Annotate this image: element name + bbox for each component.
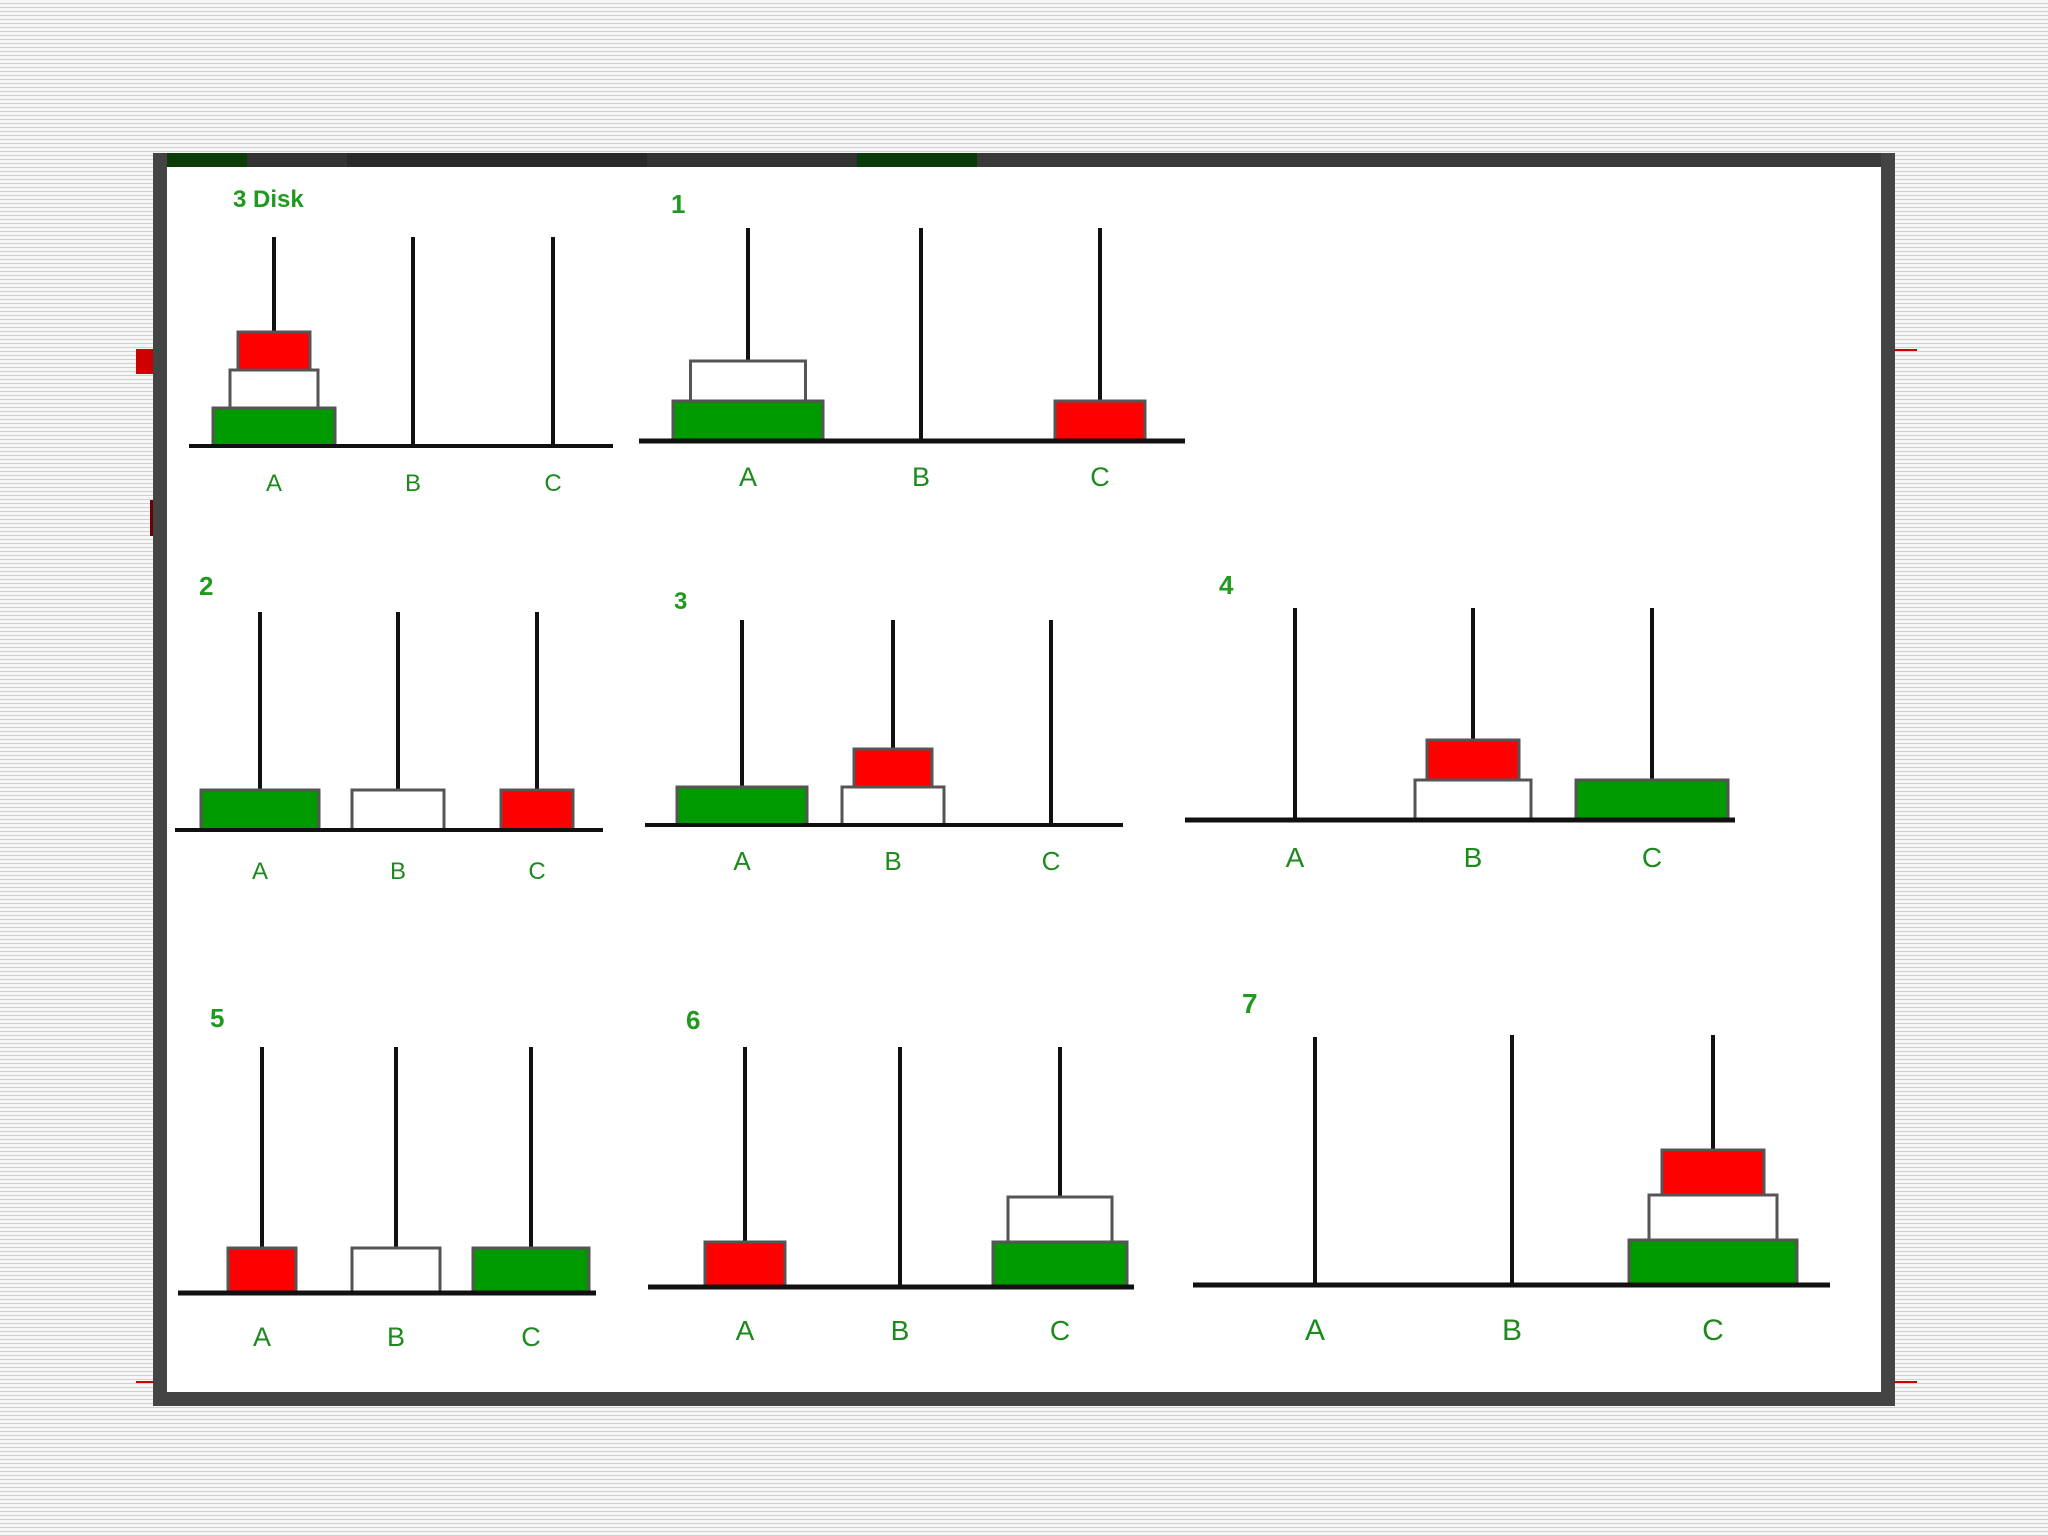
disk-small-red — [1425, 738, 1521, 782]
peg-label-c: C — [521, 1322, 541, 1352]
disk-medium-white — [1413, 778, 1533, 822]
panel-title: 6 — [686, 1005, 700, 1035]
peg-label-c: C — [528, 858, 545, 885]
diagram-frame: 3 Disk A B C 1 A B C 2 A B C 3 A B C 4 A B C 5 A B C 6 A B C 7 A B C — [153, 153, 1895, 1406]
disk-small-red — [226, 1246, 298, 1295]
disk-medium-white — [840, 785, 946, 827]
slide-accent-red-square — [136, 349, 154, 374]
slide-accent-line-bottom-left — [136, 1381, 154, 1383]
disk-medium-white — [1647, 1193, 1779, 1242]
disk-small-red — [1053, 399, 1147, 443]
disk-small-red — [703, 1240, 787, 1289]
peg-label-b: B — [387, 1322, 405, 1352]
slide-accent-line-bottom-right — [1893, 1381, 1917, 1383]
disk-medium-white — [1006, 1195, 1114, 1244]
panel-title: 3 Disk — [233, 186, 304, 213]
panel-title: 5 — [210, 1003, 224, 1033]
peg-label-b: B — [891, 1315, 910, 1346]
disk-large-green — [675, 785, 809, 827]
disk-large-green — [199, 788, 321, 832]
disk-small-red — [852, 747, 934, 789]
disk-small-red — [1660, 1148, 1766, 1197]
disk-large-green — [471, 1246, 591, 1295]
peg-label-b: B — [405, 470, 421, 497]
frame-top-bar — [167, 153, 1881, 167]
peg-label-c: C — [1090, 462, 1110, 492]
disk-small-red — [236, 330, 312, 372]
disk-medium-white — [350, 788, 446, 832]
peg-label-a: A — [733, 846, 751, 876]
disk-large-green — [671, 399, 825, 443]
peg-label-a: A — [1305, 1314, 1325, 1347]
disk-large-green — [991, 1240, 1129, 1289]
panel-title: 2 — [199, 571, 213, 601]
peg-label-b: B — [390, 858, 406, 885]
disk-large-green — [1574, 778, 1730, 822]
panel-title: 7 — [1242, 988, 1258, 1019]
panel-title: 4 — [1219, 570, 1234, 600]
slide-accent-line-right — [1893, 349, 1917, 351]
peg-label-b: B — [884, 846, 901, 876]
towers-of-hanoi-diagram: 3 Disk A B C 1 A B C 2 A B C 3 A B C 4 A B C 5 A B C 6 A B C 7 A B C — [175, 186, 1830, 1352]
disk-medium-white — [350, 1246, 442, 1295]
peg-label-a: A — [252, 858, 268, 885]
peg-label-a: A — [253, 1322, 271, 1352]
disk-medium-white — [689, 359, 807, 403]
disk-large-green — [1627, 1238, 1799, 1287]
peg-label-c: C — [1642, 842, 1662, 873]
peg-label-c: C — [1050, 1315, 1070, 1346]
peg-label-a: A — [266, 470, 282, 497]
disk-medium-white — [228, 368, 320, 410]
peg-label-a: A — [736, 1315, 755, 1346]
peg-label-a: A — [1286, 842, 1305, 873]
peg-label-c: C — [544, 470, 561, 497]
peg-label-b: B — [1502, 1314, 1522, 1347]
disk-small-red — [499, 788, 575, 832]
peg-label-c: C — [1042, 846, 1061, 876]
panel-title: 3 — [674, 588, 687, 615]
peg-label-c: C — [1702, 1314, 1724, 1347]
peg-label-b: B — [1464, 842, 1483, 873]
peg-label-a: A — [739, 462, 757, 492]
disk-large-green — [211, 406, 337, 448]
peg-label-b: B — [912, 462, 930, 492]
panel-title: 1 — [671, 189, 685, 219]
